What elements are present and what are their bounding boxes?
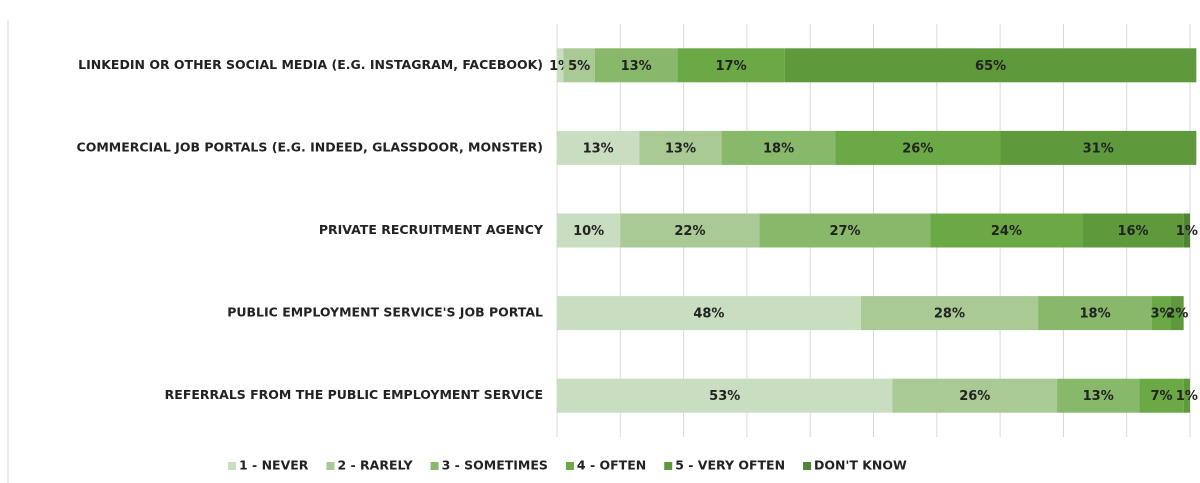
bar-segment xyxy=(557,378,893,413)
bar-segment xyxy=(1139,378,1184,413)
bar-segment xyxy=(557,48,564,83)
bar-segment xyxy=(557,296,861,331)
data-label: 28% xyxy=(934,307,965,322)
bar-segment xyxy=(1152,296,1172,331)
legend-label: DON'T KNOW xyxy=(814,458,907,473)
legend-swatch xyxy=(326,462,335,470)
bar-segment xyxy=(759,213,931,248)
bar-segment xyxy=(594,48,678,83)
legend-label: 3 - SOMETIMES xyxy=(442,458,548,473)
y-tick-label: LINKEDIN OR OTHER SOCIAL MEDIA (E.G. INS… xyxy=(78,57,543,72)
data-label: 24% xyxy=(991,224,1022,239)
data-label: 1% xyxy=(1176,389,1198,404)
data-label: 65% xyxy=(975,59,1006,74)
y-tick-label: PUBLIC EMPLOYMENT SERVICE'S JOB PORTAL xyxy=(227,305,543,320)
y-tick-label: REFERRALS FROM THE PUBLIC EMPLOYMENT SER… xyxy=(165,387,543,402)
legend-swatch xyxy=(228,462,236,470)
data-label: 13% xyxy=(621,59,652,74)
bar-segment xyxy=(892,378,1058,413)
legend-label: 5 - VERY OFTEN xyxy=(675,458,785,473)
bar-segment xyxy=(835,130,1001,165)
legend-swatch xyxy=(565,462,574,470)
data-label: 13% xyxy=(583,141,614,156)
legend-swatch xyxy=(430,462,439,470)
bar-segment xyxy=(639,130,722,165)
legend-swatch xyxy=(803,462,812,470)
data-label: 31% xyxy=(1083,141,1114,156)
data-label: 13% xyxy=(1083,389,1114,404)
bar-segment xyxy=(677,48,785,83)
data-label: 3% xyxy=(1150,307,1172,322)
data-label: 18% xyxy=(1079,307,1110,322)
data-label: 16% xyxy=(1117,224,1148,239)
legend-label: 1 - NEVER xyxy=(239,458,309,473)
bar-segment xyxy=(1183,378,1190,413)
legend-label: 4 - OFTEN xyxy=(577,458,646,473)
bar-segment xyxy=(1082,213,1184,248)
data-label: 26% xyxy=(959,389,990,404)
y-tick-label: PRIVATE RECRUITMENT AGENCY xyxy=(319,222,544,237)
bar-segment xyxy=(930,213,1083,248)
legend-label: 2 - RARELY xyxy=(337,458,413,473)
data-label: 17% xyxy=(716,59,747,74)
bar-segment xyxy=(1038,296,1153,331)
data-label: 48% xyxy=(693,307,724,322)
data-label: 27% xyxy=(829,224,860,239)
data-label: 10% xyxy=(573,224,604,239)
bar-segment xyxy=(1057,378,1140,413)
data-label: 13% xyxy=(665,141,696,156)
bar-segment xyxy=(557,213,621,248)
data-label: 2% xyxy=(1166,307,1188,322)
bar-segment xyxy=(620,213,760,248)
data-label: 22% xyxy=(674,224,705,239)
bar-segment xyxy=(721,130,836,165)
bar-segment xyxy=(563,48,595,83)
bar-segment xyxy=(784,48,1197,83)
data-label: 53% xyxy=(709,389,740,404)
bar-segment xyxy=(860,296,1039,331)
bar-segment xyxy=(557,130,640,165)
legend-swatch xyxy=(664,462,673,470)
data-label: 26% xyxy=(902,141,933,156)
bar-segment xyxy=(1183,213,1190,248)
bar-segment xyxy=(1000,130,1197,165)
bar-segment xyxy=(1171,296,1184,331)
data-label: 1% xyxy=(1176,224,1198,239)
data-label: 7% xyxy=(1150,389,1172,404)
y-tick-label: COMMERCIAL JOB PORTALS (E.G. INDEED, GLA… xyxy=(77,139,543,154)
data-label: 18% xyxy=(763,141,794,156)
data-label: 5% xyxy=(568,59,590,74)
